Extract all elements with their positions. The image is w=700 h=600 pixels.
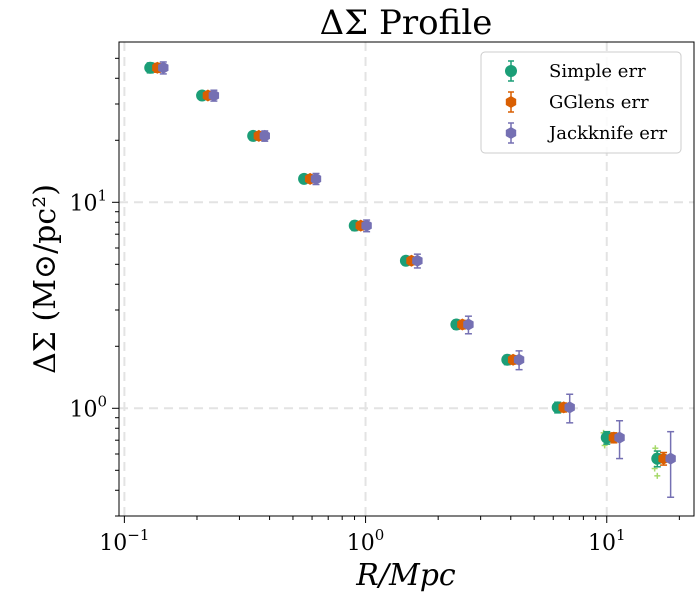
data-point (665, 452, 676, 465)
legend-marker (505, 127, 517, 139)
y-tick-label: 100 (69, 392, 107, 422)
legend-item: Jackknife err (505, 122, 667, 144)
faint-point (652, 445, 659, 452)
legend-box (480, 51, 682, 154)
legend-label: Simple err (549, 61, 646, 82)
data-point (361, 219, 372, 232)
legend-marker (505, 96, 517, 108)
data-point (310, 172, 322, 185)
data-point (513, 353, 525, 366)
chart-title: ΔΣ Profile (320, 3, 493, 43)
series-layer (144, 61, 676, 498)
legend-marker (505, 65, 517, 77)
data-point (158, 61, 169, 74)
plot-frame (118, 41, 695, 517)
axes: 10−1 100 101 100 101 (69, 57, 680, 556)
legend-label: Jackknife err (547, 123, 667, 144)
x-tick-label: 100 (347, 526, 385, 556)
data-point (208, 89, 220, 102)
y-tick-label: 101 (69, 186, 107, 216)
legend-label: GGlens err (549, 92, 649, 113)
legend-item: Simple err (505, 60, 646, 82)
legend: Simple err GGlens err Jackknife err (480, 51, 682, 154)
data-point (614, 431, 625, 444)
data-point (564, 401, 575, 414)
data-point (463, 318, 474, 331)
x-tick-label: 101 (588, 526, 626, 556)
series-jackknife-err (158, 61, 676, 498)
data-point (412, 254, 423, 267)
legend-item: GGlens err (505, 91, 649, 113)
y-axis-label: ΔΣ (M⊙/pc²) (28, 184, 63, 374)
x-axis-label: R/Mpc (355, 558, 456, 593)
data-point (259, 129, 270, 142)
x-tick-label: 10−1 (99, 526, 149, 556)
faint-point (654, 472, 661, 479)
